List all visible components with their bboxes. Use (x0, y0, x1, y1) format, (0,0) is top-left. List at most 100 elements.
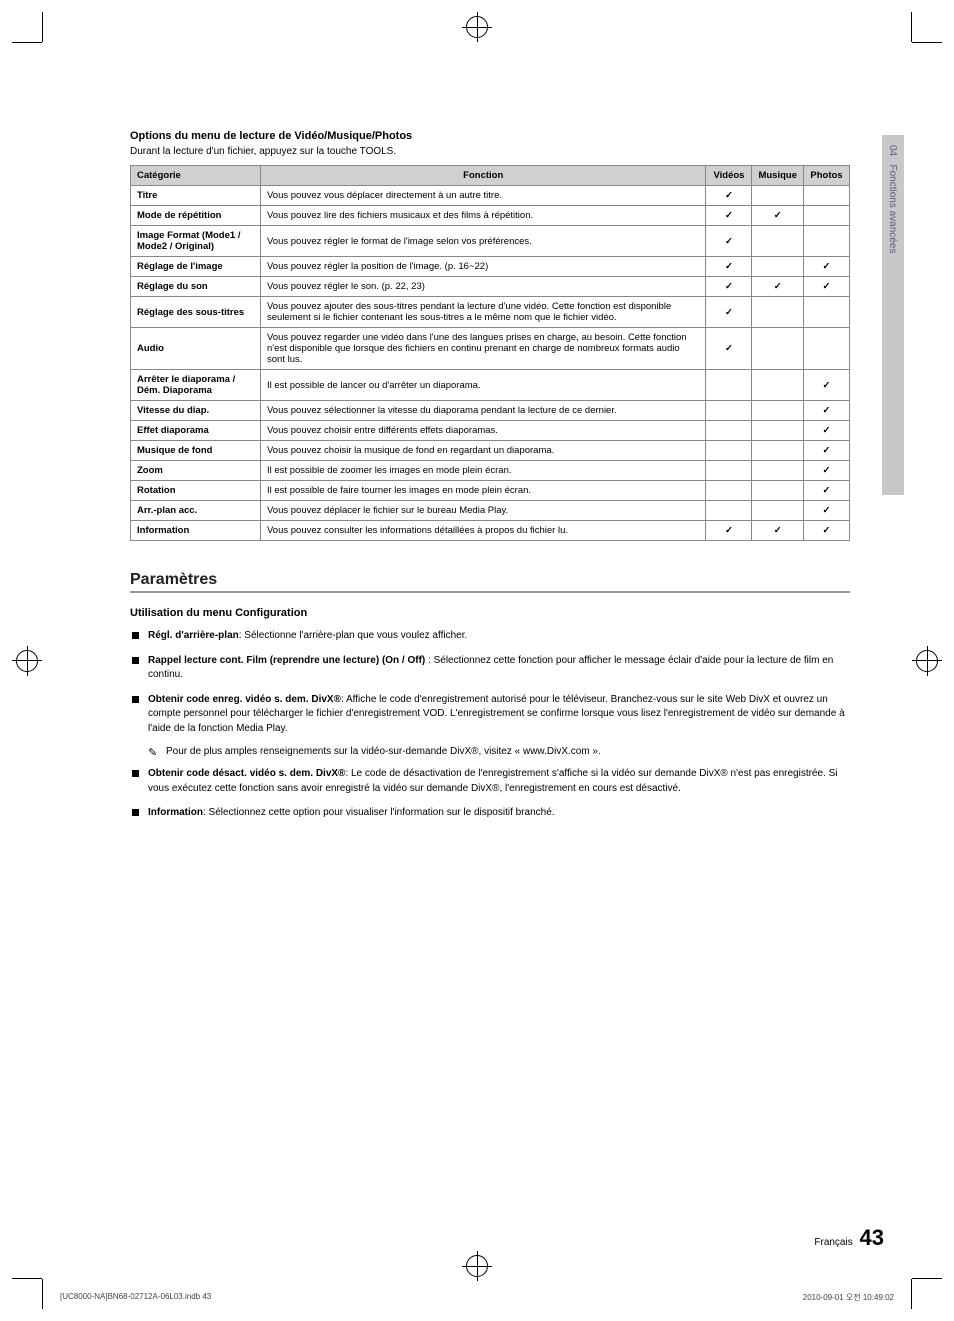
header-photos: Photos (804, 166, 850, 186)
cell-check (752, 328, 804, 370)
check-icon (725, 343, 733, 354)
cell-check (706, 186, 752, 206)
header-music: Musique (752, 166, 804, 186)
check-icon (774, 281, 782, 292)
cell-check (706, 421, 752, 441)
check-icon (823, 261, 831, 272)
table-row: InformationVous pouvez consulter les inf… (131, 521, 850, 541)
cell-check (804, 521, 850, 541)
cell-check (804, 461, 850, 481)
cell-check (804, 370, 850, 401)
cell-check (804, 206, 850, 226)
cell-category: Arr.-plan acc. (131, 501, 261, 521)
cell-check (706, 328, 752, 370)
cell-function: Vous pouvez choisir la musique de fond e… (261, 441, 706, 461)
crop-mark (12, 1278, 42, 1279)
cell-check (706, 257, 752, 277)
config-list: Régl. d'arrière-plan: Sélectionne l'arri… (130, 629, 850, 821)
registration-mark (916, 650, 938, 672)
cell-check (706, 461, 752, 481)
cell-category: Image Format (Mode1 / Mode2 / Original) (131, 226, 261, 257)
cell-function: Vous pouvez choisir entre différents eff… (261, 421, 706, 441)
cell-function: Vous pouvez régler la position de l'imag… (261, 257, 706, 277)
parameters-heading: Paramètres (130, 571, 850, 593)
cell-check (706, 501, 752, 521)
cell-function: Vous pouvez sélectionner la vitesse du d… (261, 401, 706, 421)
config-item: Régl. d'arrière-plan: Sélectionne l'arri… (130, 629, 850, 644)
options-subtitle: Durant la lecture d'un fichier, appuyez … (130, 146, 850, 157)
config-item-lead: Information (148, 807, 203, 818)
side-tab: 04 Fonctions avancées (882, 135, 904, 495)
crop-mark (42, 1279, 43, 1309)
page-content: Options du menu de lecture de Vidéo/Musi… (130, 130, 850, 831)
cell-check (804, 401, 850, 421)
check-icon (774, 210, 782, 221)
config-item-lead: Obtenir code enreg. vidéo s. dem. DivX® (148, 694, 341, 705)
registration-mark (466, 1255, 488, 1277)
cell-check (804, 328, 850, 370)
cell-check (706, 277, 752, 297)
print-file: [UC8000-NA]BN68-02712A-06L03.indb 43 (60, 1292, 211, 1303)
cell-function: Vous pouvez lire des fichiers musicaux e… (261, 206, 706, 226)
table-row: Arrêter le diaporama / Dém. DiaporamaIl … (131, 370, 850, 401)
cell-function: Il est possible de lancer ou d'arrêter u… (261, 370, 706, 401)
table-row: Effet diaporamaVous pouvez choisir entre… (131, 421, 850, 441)
cell-category: Titre (131, 186, 261, 206)
cell-check (804, 277, 850, 297)
check-icon (725, 307, 733, 318)
cell-check (752, 501, 804, 521)
cell-check (752, 257, 804, 277)
check-icon (823, 485, 831, 496)
cell-category: Vitesse du diap. (131, 401, 261, 421)
config-item-lead: Régl. d'arrière-plan (148, 630, 239, 641)
cell-function: Vous pouvez ajouter des sous-titres pend… (261, 297, 706, 328)
table-row: Réglage du sonVous pouvez régler le son.… (131, 277, 850, 297)
cell-function: Il est possible de faire tourner les ima… (261, 481, 706, 501)
cell-check (804, 481, 850, 501)
check-icon (823, 525, 831, 536)
cell-check (804, 297, 850, 328)
cell-category: Zoom (131, 461, 261, 481)
registration-mark (16, 650, 38, 672)
table-row: Arr.-plan acc.Vous pouvez déplacer le fi… (131, 501, 850, 521)
crop-mark (12, 42, 42, 43)
cell-category: Réglage de l'image (131, 257, 261, 277)
config-item: Obtenir code désact. vidéo s. dem. DivX®… (130, 767, 850, 796)
cell-check (752, 370, 804, 401)
cell-check (752, 277, 804, 297)
config-item-text: : Sélectionne l'arrière-plan que vous vo… (239, 630, 468, 641)
cell-check (706, 521, 752, 541)
cell-check (752, 206, 804, 226)
check-icon (823, 405, 831, 416)
check-icon (823, 505, 831, 516)
options-table: Catégorie Fonction Vidéos Musique Photos… (130, 165, 850, 541)
table-row: TitreVous pouvez vous déplacer directeme… (131, 186, 850, 206)
table-header-row: Catégorie Fonction Vidéos Musique Photos (131, 166, 850, 186)
page-footer: Français 43 (814, 1225, 884, 1251)
table-row: ZoomIl est possible de zoomer les images… (131, 461, 850, 481)
check-icon (823, 445, 831, 456)
cell-function: Vous pouvez déplacer le fichier sur le b… (261, 501, 706, 521)
footer-language: Français (814, 1237, 852, 1248)
cell-check (752, 186, 804, 206)
check-icon (823, 281, 831, 292)
table-row: Réglage de l'imageVous pouvez régler la … (131, 257, 850, 277)
crop-mark (42, 12, 43, 42)
chapter-label: Fonctions avancées (887, 164, 898, 253)
cell-category: Audio (131, 328, 261, 370)
table-row: Image Format (Mode1 / Mode2 / Original)V… (131, 226, 850, 257)
check-icon (725, 261, 733, 272)
cell-function: Vous pouvez regarder une vidéo dans l'un… (261, 328, 706, 370)
print-job-line: [UC8000-NA]BN68-02712A-06L03.indb 43 201… (60, 1292, 894, 1303)
cell-check (804, 186, 850, 206)
cell-check (706, 401, 752, 421)
cell-category: Réglage des sous-titres (131, 297, 261, 328)
cell-category: Mode de répétition (131, 206, 261, 226)
print-timestamp: 2010-09-01 오전 10:49:02 (803, 1292, 894, 1303)
check-icon (774, 525, 782, 536)
config-item: Obtenir code enreg. vidéo s. dem. DivX®:… (130, 693, 850, 737)
cell-category: Rotation (131, 481, 261, 501)
cell-category: Arrêter le diaporama / Dém. Diaporama (131, 370, 261, 401)
check-icon (725, 525, 733, 536)
cell-check (804, 226, 850, 257)
